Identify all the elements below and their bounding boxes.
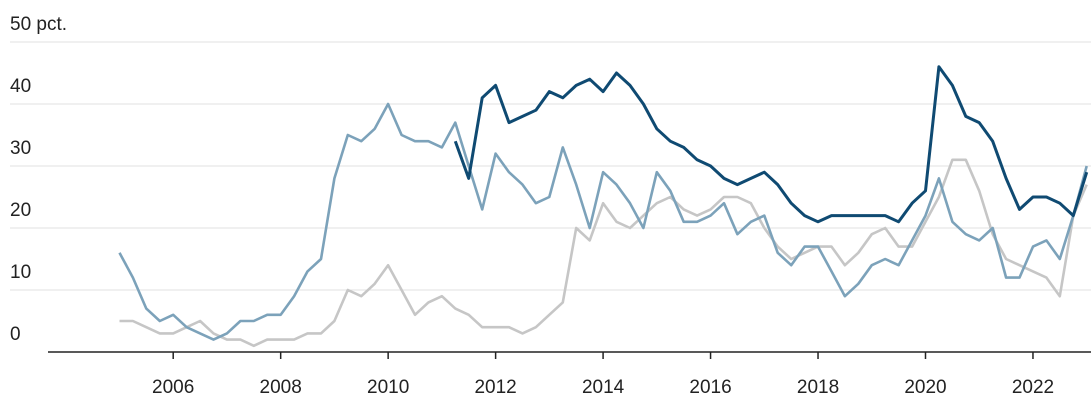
x-tick-label: 2008 [260,377,302,398]
x-tick-label: 2014 [582,377,625,398]
x-tick-label: 2018 [797,377,839,398]
x-tick-label: 2012 [474,377,516,398]
y-tick-label: 10 [10,262,31,283]
y-tick-label: 20 [10,200,31,221]
x-tick-label: 2010 [367,377,409,398]
series-line [453,65,1089,224]
x-tick-label: 2006 [152,377,194,398]
y-tick-label: 0 [10,324,21,345]
series-line [118,102,1088,341]
y-tick-label: 50 pct. [10,14,67,35]
x-tick-label: 2016 [689,377,731,398]
x-tick-label: 2020 [904,377,946,398]
y-tick-label: 40 [10,76,31,97]
x-tick-label: 2022 [1012,377,1054,398]
series-line [119,158,1088,348]
y-tick-label: 30 [10,138,31,159]
